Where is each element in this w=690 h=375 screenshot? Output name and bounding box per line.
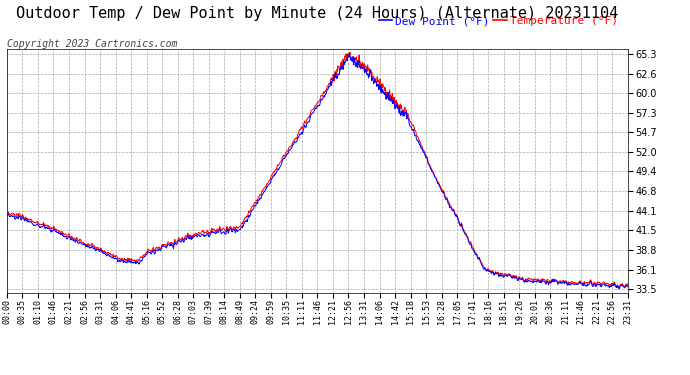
Text: Outdoor Temp / Dew Point by Minute (24 Hours) (Alternate) 20231104: Outdoor Temp / Dew Point by Minute (24 H…	[17, 6, 618, 21]
Text: Copyright 2023 Cartronics.com: Copyright 2023 Cartronics.com	[7, 39, 177, 50]
Legend: Dew Point (°F), Temperature (°F): Dew Point (°F), Temperature (°F)	[374, 12, 622, 30]
